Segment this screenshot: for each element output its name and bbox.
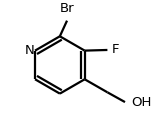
Text: OH: OH: [131, 96, 151, 109]
Text: N: N: [24, 44, 34, 57]
Text: Br: Br: [60, 2, 74, 15]
Text: F: F: [112, 43, 119, 56]
